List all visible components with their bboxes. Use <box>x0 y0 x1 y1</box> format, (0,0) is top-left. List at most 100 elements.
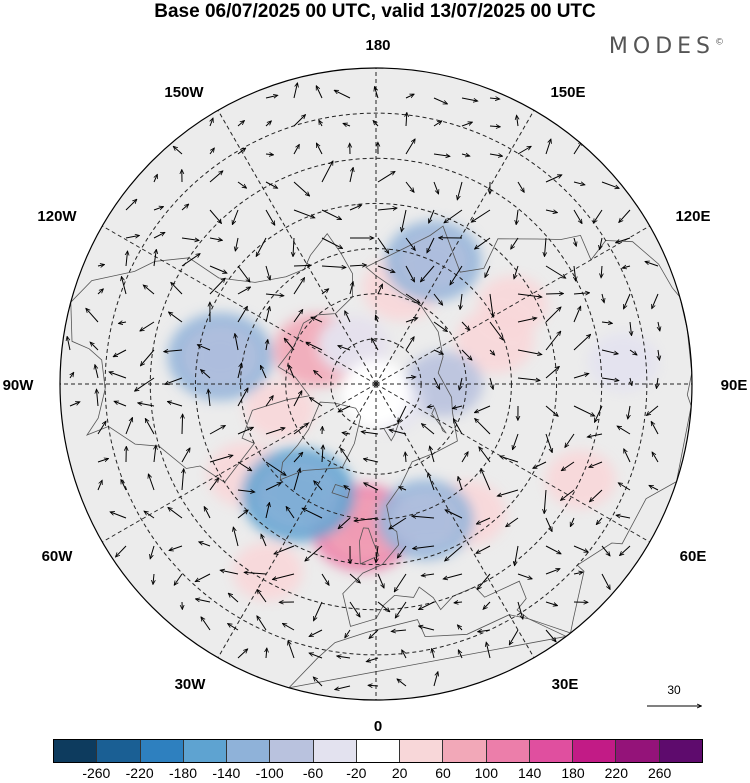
wind-arrow <box>590 489 603 502</box>
wind-arrow <box>422 574 435 576</box>
anomaly-blob <box>404 351 484 417</box>
wind-arrow <box>209 171 223 183</box>
wind-arrow <box>511 237 519 249</box>
colorbar-tick-label: -20 <box>346 765 367 781</box>
wind-arrow <box>461 349 472 360</box>
wind-arrow <box>630 377 632 385</box>
wind-arrow <box>545 569 560 575</box>
wind-arrow <box>601 265 602 277</box>
wind-arrow <box>517 147 531 155</box>
wind-arrow <box>135 377 155 391</box>
latitude-circle <box>194 202 558 566</box>
meridian-line <box>375 383 535 658</box>
wind-arrow <box>265 154 273 155</box>
graticule <box>60 68 692 700</box>
wind-arrow <box>405 94 414 99</box>
wind-arrow <box>459 650 463 659</box>
wind-arrow <box>405 293 420 303</box>
wind-arrow <box>428 406 435 407</box>
colorbar-swatch <box>486 740 530 762</box>
wind-arrow <box>196 573 211 581</box>
wind-arrow <box>510 629 519 645</box>
wind-arrow <box>461 154 469 156</box>
coastline <box>287 614 568 689</box>
wind-arrow <box>517 601 523 619</box>
wind-arrow <box>289 365 295 379</box>
wind-arrow <box>265 503 269 519</box>
coastline <box>383 422 400 442</box>
wind-arrow <box>171 283 183 295</box>
wind-arrow <box>154 250 156 267</box>
wind-arrow <box>345 629 351 638</box>
wind-arrow <box>90 342 99 351</box>
wind-arrow <box>97 459 108 463</box>
wind-arrow <box>396 601 407 618</box>
wind-arrow <box>196 599 211 603</box>
wind-arrow <box>481 469 491 491</box>
wind-arrow <box>235 237 239 251</box>
wind-arrow <box>430 447 435 463</box>
wind-arrow <box>343 433 351 434</box>
wind-arrow <box>658 349 659 360</box>
wind-arrow <box>97 390 99 407</box>
wind-arrow <box>321 161 333 183</box>
wind-arrow <box>229 594 239 603</box>
wind-arrow <box>454 419 463 435</box>
wind-arrow <box>144 285 155 295</box>
wind-arrow <box>533 461 547 468</box>
wind-arrow <box>514 265 519 278</box>
wind-arrow <box>237 265 250 282</box>
wind-arrow <box>169 312 183 323</box>
wind-arrow <box>149 474 155 491</box>
wind-arrow <box>169 545 183 550</box>
wind-arrow <box>433 672 438 687</box>
colorbar <box>53 739 703 763</box>
wind-arrow <box>293 181 309 196</box>
wind-arrow <box>319 121 322 127</box>
wind-arrow <box>367 657 379 662</box>
wind-arrow <box>574 265 576 281</box>
wind-arrow <box>545 175 562 183</box>
wind-arrow <box>444 209 463 223</box>
wind-arrow <box>364 483 379 491</box>
meridian-line <box>375 383 650 543</box>
wind-arrow <box>293 145 299 155</box>
wind-arrow <box>237 363 242 379</box>
wind-arrow <box>601 573 610 589</box>
wind-arrow <box>595 405 603 422</box>
wind-arrow <box>286 507 295 519</box>
wind-arrow <box>349 205 361 211</box>
wind-arrow <box>485 265 491 277</box>
wind-arrow <box>314 677 323 687</box>
brand-name: MODES <box>608 34 715 59</box>
wind-arrow <box>652 452 659 463</box>
meridian-line <box>217 383 377 658</box>
colorbar-swatch <box>54 740 98 762</box>
wind-arrow <box>623 266 631 268</box>
wind-arrow <box>645 262 659 267</box>
wind-arrow <box>573 405 594 416</box>
wind-arrow <box>293 278 304 295</box>
lon-label-180: 180 <box>365 37 390 54</box>
wind-arrow <box>489 321 503 340</box>
wind-arrow <box>545 629 556 642</box>
colorbar-tick-label: 180 <box>561 765 585 781</box>
wind-arrow <box>316 86 323 99</box>
wind-arrow <box>237 287 250 295</box>
wind-arrow <box>181 448 190 463</box>
wind-arrow <box>116 545 127 557</box>
lon-label-90e: 90E <box>721 377 748 394</box>
wind-arrow <box>589 461 603 467</box>
wind-arrow <box>86 309 99 323</box>
wind-arrow <box>67 337 71 351</box>
wind-arrow <box>545 237 547 256</box>
latitude-circle <box>104 112 648 656</box>
lon-label-90w: 90W <box>3 377 35 394</box>
wind-arrow <box>322 445 323 463</box>
colorbar-swatch <box>443 740 487 762</box>
lon-label-0: 0 <box>374 718 382 735</box>
wind-arrow <box>314 601 323 620</box>
wind-arrow <box>545 517 552 531</box>
wind-arrow <box>369 685 379 686</box>
wind-arrow <box>153 573 154 584</box>
